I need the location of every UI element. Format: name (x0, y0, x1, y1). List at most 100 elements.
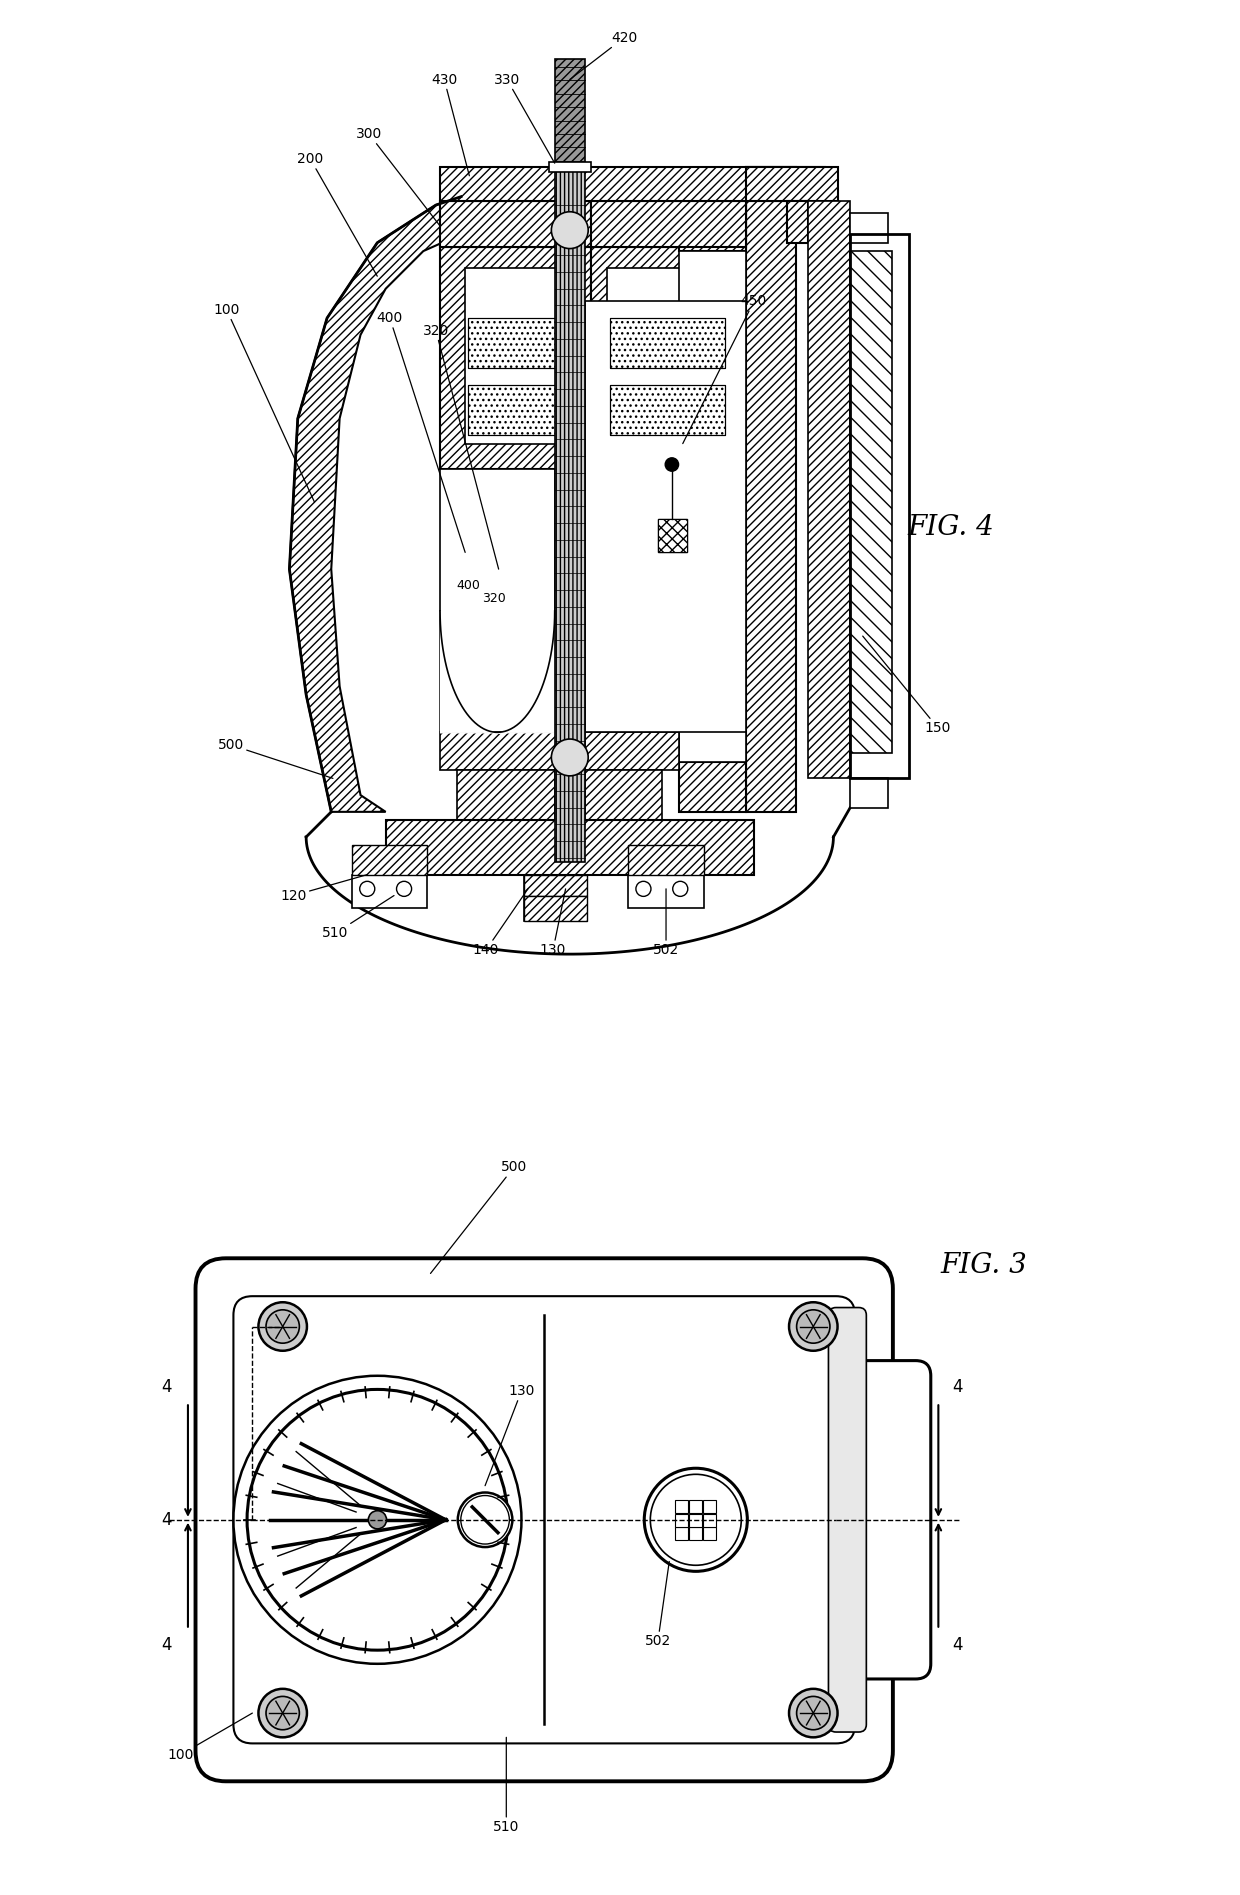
Bar (456, 769, 554, 821)
Circle shape (247, 1389, 508, 1651)
Bar (440, 246, 590, 468)
Bar (440, 167, 825, 201)
Bar (352, 845, 428, 875)
Bar (745, 167, 837, 201)
Text: 140: 140 (472, 889, 528, 957)
Bar (610, 385, 725, 436)
Bar (467, 385, 563, 436)
Bar (610, 318, 725, 368)
Text: 510: 510 (322, 896, 394, 940)
Text: FIG. 3: FIG. 3 (940, 1253, 1027, 1279)
Circle shape (461, 1495, 510, 1544)
Bar (467, 385, 563, 436)
Bar (585, 301, 745, 731)
Text: 320: 320 (482, 591, 506, 605)
Text: 4: 4 (952, 1378, 962, 1397)
Text: 502: 502 (653, 889, 680, 957)
Text: 320: 320 (423, 324, 498, 568)
Text: 120: 120 (280, 875, 367, 902)
Bar (678, 201, 745, 252)
Circle shape (796, 1309, 830, 1344)
Text: 502: 502 (645, 1561, 671, 1649)
Bar (676, 1514, 688, 1527)
Circle shape (636, 881, 651, 896)
Text: 500: 500 (218, 737, 332, 779)
Text: 330: 330 (494, 72, 554, 163)
FancyBboxPatch shape (843, 1361, 931, 1679)
Text: 420: 420 (570, 30, 637, 80)
Bar (678, 252, 745, 762)
Bar (523, 875, 587, 921)
Bar (657, 519, 687, 553)
Text: FIG. 4: FIG. 4 (908, 514, 994, 540)
Circle shape (650, 1474, 742, 1565)
Text: 4: 4 (952, 1635, 962, 1654)
Bar (676, 1501, 688, 1512)
Bar (590, 246, 745, 468)
Polygon shape (306, 838, 833, 953)
Text: 430: 430 (432, 72, 470, 176)
Text: 200: 200 (298, 152, 377, 277)
Bar (467, 318, 563, 368)
Bar (440, 201, 590, 246)
Bar (678, 762, 745, 811)
Bar (629, 845, 703, 875)
Circle shape (267, 1309, 299, 1344)
Bar (689, 1527, 702, 1541)
Text: 4: 4 (161, 1635, 172, 1654)
Circle shape (258, 1302, 308, 1351)
Bar (386, 821, 754, 875)
Circle shape (645, 1469, 748, 1571)
Text: 450: 450 (683, 294, 768, 443)
Bar (657, 519, 687, 553)
Bar (610, 318, 725, 368)
Bar (808, 201, 851, 779)
Circle shape (552, 739, 588, 775)
Bar (851, 252, 892, 754)
Bar (585, 769, 662, 821)
Bar (676, 1527, 688, 1541)
Bar (590, 201, 745, 246)
Polygon shape (289, 197, 461, 811)
Bar (629, 875, 703, 908)
Bar (352, 875, 428, 908)
Circle shape (360, 881, 374, 896)
Bar (523, 896, 587, 921)
Bar (745, 167, 796, 811)
Bar (689, 1514, 702, 1527)
Bar (386, 821, 754, 875)
Circle shape (673, 881, 688, 896)
Bar (608, 267, 729, 443)
Text: 100: 100 (213, 303, 315, 502)
Text: 500: 500 (430, 1160, 527, 1273)
Text: 400: 400 (377, 311, 465, 553)
Circle shape (233, 1376, 522, 1664)
Bar (440, 731, 562, 769)
Bar (851, 235, 909, 779)
Bar (703, 1527, 715, 1541)
Circle shape (397, 881, 412, 896)
Bar (554, 167, 585, 862)
Circle shape (665, 459, 678, 472)
Bar (549, 161, 590, 172)
FancyBboxPatch shape (233, 1296, 856, 1743)
Bar (523, 875, 587, 896)
Bar (585, 731, 678, 769)
Text: 130: 130 (539, 889, 567, 957)
Text: 4: 4 (161, 1510, 172, 1529)
Bar (787, 201, 808, 243)
Circle shape (267, 1696, 299, 1730)
FancyBboxPatch shape (196, 1258, 893, 1781)
Text: 130: 130 (485, 1383, 534, 1486)
Text: 4: 4 (161, 1378, 172, 1397)
Circle shape (368, 1510, 387, 1529)
Circle shape (458, 1493, 512, 1546)
Bar (689, 1501, 702, 1512)
Bar (703, 1501, 715, 1512)
Text: 400: 400 (456, 580, 481, 593)
Bar (554, 59, 585, 167)
Bar (703, 1514, 715, 1527)
Bar (851, 779, 888, 807)
FancyBboxPatch shape (828, 1308, 867, 1732)
Text: 150: 150 (863, 637, 951, 735)
